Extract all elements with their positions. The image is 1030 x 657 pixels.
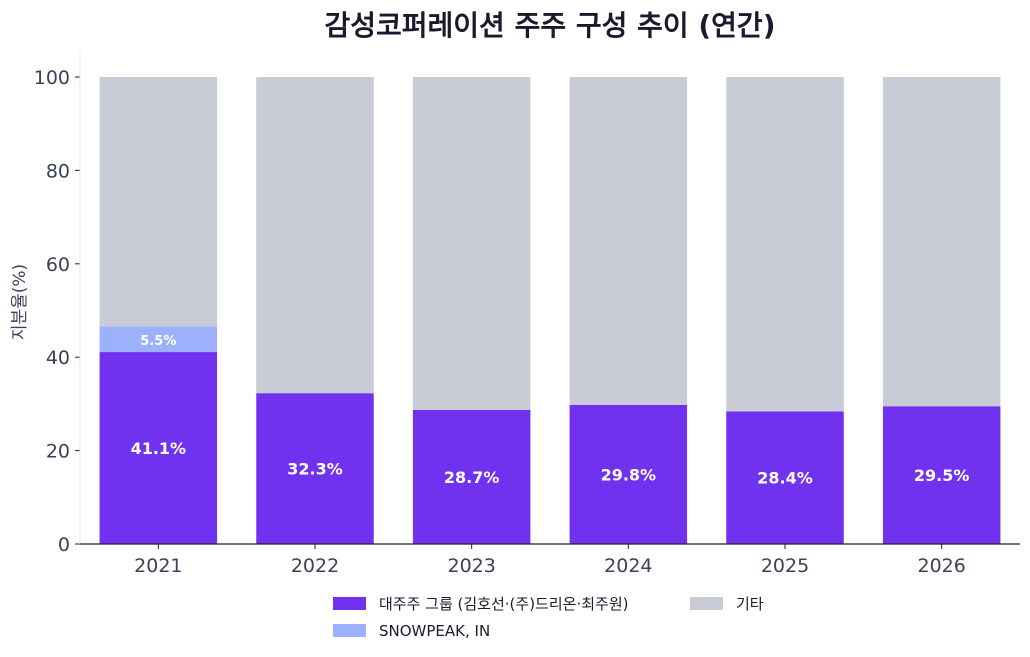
- bar-2025-series-2: [726, 77, 844, 412]
- legend-item: 대주주 그룹 (김호선·(주)드리온·최주원): [333, 595, 628, 613]
- y-tick-label: 20: [46, 441, 70, 463]
- bar-2022-series-2: [256, 77, 374, 394]
- legend-label: SNOWPEAK, IN: [379, 622, 490, 640]
- x-tick-label: 2026: [917, 555, 965, 577]
- legend-item: SNOWPEAK, IN: [333, 622, 490, 640]
- bar-2021-series-1: [99, 326, 218, 353]
- data-label: 32.3%: [287, 460, 343, 479]
- legend-swatch: [690, 597, 723, 610]
- y-tick-label: 80: [46, 160, 70, 182]
- x-tick-label: 2023: [447, 555, 495, 577]
- data-label: 29.8%: [601, 465, 657, 484]
- bar-2021-series-0: [99, 352, 218, 544]
- legend-item: 기타: [690, 595, 764, 613]
- legend-label: 대주주 그룹 (김호선·(주)드리온·최주원): [379, 595, 628, 613]
- legend-swatch: [333, 624, 366, 637]
- chart-title: 감성코퍼레이션 주주 구성 추이 (연간): [325, 9, 776, 42]
- data-label: 41.1%: [131, 439, 187, 458]
- data-label: 28.4%: [757, 469, 813, 488]
- bar-2021-series-2: [99, 77, 218, 327]
- data-label: 28.7%: [444, 468, 500, 487]
- x-tick-label: 2022: [291, 555, 339, 577]
- y-tick-label: 40: [46, 347, 70, 369]
- bar-2024-series-0: [569, 404, 688, 544]
- bars-group: 41.1% 5.5% 32.3% 28.7% 29.8% 28.4% 29.5%: [99, 77, 1001, 544]
- y-axis-label: 지분율(%): [10, 264, 30, 340]
- x-tick-label: 2021: [134, 555, 182, 577]
- bar-2026-series-0: [882, 406, 1001, 544]
- bar-2022-series-0: [256, 393, 374, 544]
- bar-2026-series-2: [882, 77, 1001, 407]
- y-tick-label: 0: [58, 534, 70, 556]
- data-label: 29.5%: [914, 466, 970, 485]
- y-tick-label: 60: [46, 254, 70, 276]
- bar-2024-series-2: [569, 77, 688, 405]
- y-tick-label: 100: [34, 67, 70, 89]
- bar-2025-series-0: [726, 411, 844, 544]
- axes-group: 2021 2022 2023 2024 2025 2026 0 20 40 60 80 100: [34, 53, 1020, 577]
- legend: 대주주 그룹 (김호선·(주)드리온·최주원) SNOWPEAK, IN 기타: [333, 595, 764, 640]
- legend-label: 기타: [736, 595, 764, 613]
- bar-2023-series-0: [412, 409, 531, 544]
- x-tick-label: 2024: [604, 555, 652, 577]
- bar-2023-series-2: [412, 77, 531, 410]
- legend-swatch: [333, 597, 366, 610]
- data-label: 5.5%: [140, 334, 176, 349]
- x-tick-label: 2025: [761, 555, 809, 577]
